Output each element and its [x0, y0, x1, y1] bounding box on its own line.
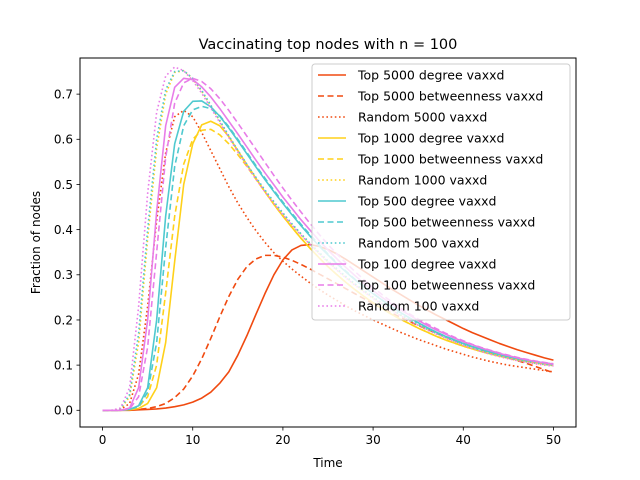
- x-tick-label: 0: [99, 433, 107, 447]
- x-tick-label: 20: [275, 433, 290, 447]
- legend: Top 5000 degree vaxxd Top 5000 betweennes…: [311, 63, 571, 321]
- chart-title: Vaccinating top nodes with n = 100: [199, 37, 458, 53]
- legend-label-7: Top 500 betweenness vaxxd: [357, 215, 535, 230]
- x-axis-label: Time: [312, 456, 342, 470]
- legend-items: Top 5000 degree vaxxd Top 5000 betweennes…: [318, 68, 543, 314]
- y-axis: 0.0 0.1 0.2 0.3 0.4 0.5 0.6 0.7: [54, 87, 80, 418]
- legend-label-0: Top 5000 degree vaxxd: [357, 68, 504, 83]
- legend-label-3: Top 1000 degree vaxxd: [357, 131, 504, 146]
- legend-label-10: Top 100 betweenness vaxxd: [357, 278, 535, 293]
- x-axis: 0 10 20 30 40 50: [99, 427, 561, 447]
- axes-frame: [79, 57, 577, 428]
- legend-label-6: Top 500 degree vaxxd: [357, 194, 496, 209]
- y-tick-label: 0.5: [54, 178, 73, 192]
- legend-label-2: Random 5000 vaxxd: [358, 110, 487, 125]
- y-tick-label: 0.2: [54, 313, 73, 327]
- y-tick-label: 0.7: [54, 87, 73, 101]
- x-tick-label: 30: [365, 433, 380, 447]
- legend-label-9: Top 100 degree vaxxd: [357, 257, 496, 272]
- legend-label-8: Random 500 vaxxd: [358, 236, 479, 251]
- y-tick-label: 0.0: [54, 404, 73, 418]
- series-line-10: [102, 77, 554, 412]
- x-tick-label: 10: [185, 433, 200, 447]
- y-tick-label: 0.3: [54, 268, 73, 282]
- legend-label-4: Top 1000 betweenness vaxxd: [357, 152, 543, 167]
- series-line-2: [102, 109, 554, 412]
- legend-label-5: Random 1000 vaxxd: [358, 173, 487, 188]
- x-tick-label: 40: [456, 433, 471, 447]
- y-tick-label: 0.6: [54, 133, 73, 147]
- x-tick-label: 50: [546, 433, 561, 447]
- legend-label-1: Top 5000 betweenness vaxxd: [357, 89, 543, 104]
- legend-label-11: Random 100 vaxxd: [358, 299, 479, 314]
- y-tick-label: 0.1: [54, 358, 73, 372]
- legend-box: [311, 63, 571, 321]
- y-tick-label: 0.4: [54, 223, 73, 237]
- y-axis-label: Fraction of nodes: [29, 191, 43, 294]
